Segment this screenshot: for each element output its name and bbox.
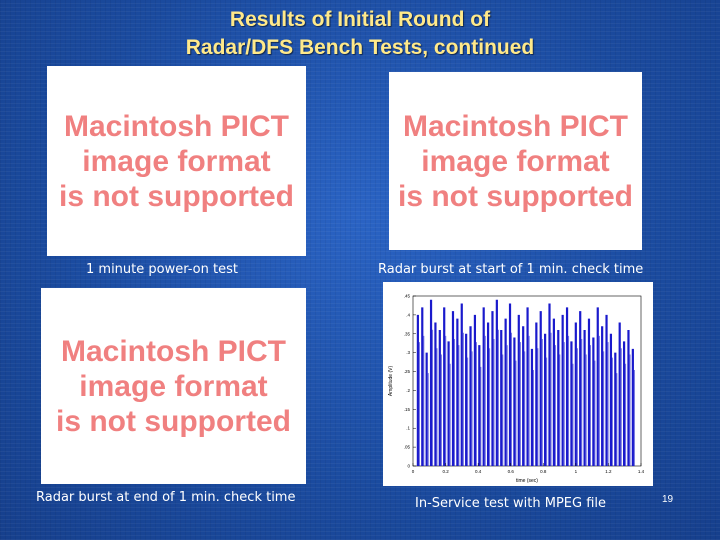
x-tick-label: 0.8 bbox=[540, 469, 547, 474]
x-tick-label: 1 bbox=[575, 469, 578, 474]
y-tick-label: .35 bbox=[404, 331, 411, 336]
x-tick-label: 0.4 bbox=[475, 469, 482, 474]
slide-title-line1: Results of Initial Round of bbox=[229, 8, 491, 31]
y-tick-label: .45 bbox=[404, 294, 411, 299]
pict-msg-line3: is not supported bbox=[59, 179, 294, 213]
pict-placeholder-bottom-left: Macintosh PICT image format is not suppo… bbox=[41, 288, 306, 484]
slide-title: Results of Initial Round of Radar/DFS Be… bbox=[0, 6, 720, 62]
pict-msg-line1: Macintosh PICT bbox=[402, 109, 628, 143]
radar-burst-chart: 0 .05 .1 .15 .2 .25 .3 .35 .4 .45 0 0.2 0.4 0.6 0.8 1 1.… bbox=[388, 294, 645, 485]
pict-msg-line1: Macintosh PICT bbox=[63, 109, 289, 143]
x-tick-label: 0.6 bbox=[508, 469, 515, 474]
slide-number: 19 bbox=[662, 494, 674, 505]
axis-label-x: time (sec) bbox=[516, 478, 538, 484]
caption-top-right: Radar burst at start of 1 min. check tim… bbox=[378, 262, 644, 277]
y-tick-label: .1 bbox=[406, 426, 410, 431]
caption-bottom-right: In-Service test with MPEG file bbox=[415, 496, 607, 511]
axis-label-y: Amplitude (V) bbox=[388, 366, 394, 397]
pict-msg-line3: is not supported bbox=[398, 179, 633, 213]
pict-msg-line3: is not supported bbox=[56, 404, 291, 438]
pict-msg-line2: image format bbox=[421, 144, 610, 178]
pict-msg-line1: Macintosh PICT bbox=[60, 334, 286, 368]
y-tick-label: .05 bbox=[404, 445, 411, 450]
pict-placeholder-top-left: Macintosh PICT image format is not suppo… bbox=[47, 66, 306, 256]
y-tick-label: .3 bbox=[406, 350, 410, 355]
y-tick-label: .15 bbox=[404, 407, 411, 412]
pict-msg-line2: image format bbox=[82, 144, 271, 178]
caption-top-left: 1 minute power-on test bbox=[86, 262, 238, 277]
y-tick-label: 0 bbox=[407, 464, 410, 469]
pict-msg-line2: image format bbox=[79, 369, 268, 403]
x-tick-label: 0.2 bbox=[442, 469, 449, 474]
x-tick-label: 1.4 bbox=[638, 469, 645, 474]
radar-burst-plot: 0 .05 .1 .15 .2 .25 .3 .35 .4 .45 0 0.2 0.4 0.6 0.8 1 1.… bbox=[383, 282, 653, 486]
x-tick-label: 1.2 bbox=[605, 469, 612, 474]
pict-placeholder-top-right: Macintosh PICT image format is not suppo… bbox=[389, 72, 642, 250]
y-tick-label: .2 bbox=[406, 388, 410, 393]
y-tick-label: .4 bbox=[406, 312, 410, 317]
slide-title-line2: Radar/DFS Bench Tests, continued bbox=[185, 36, 535, 59]
caption-bottom-left: Radar burst at end of 1 min. check time bbox=[36, 490, 296, 505]
x-tick-label: 0 bbox=[412, 469, 415, 474]
y-tick-label: .25 bbox=[404, 369, 411, 374]
